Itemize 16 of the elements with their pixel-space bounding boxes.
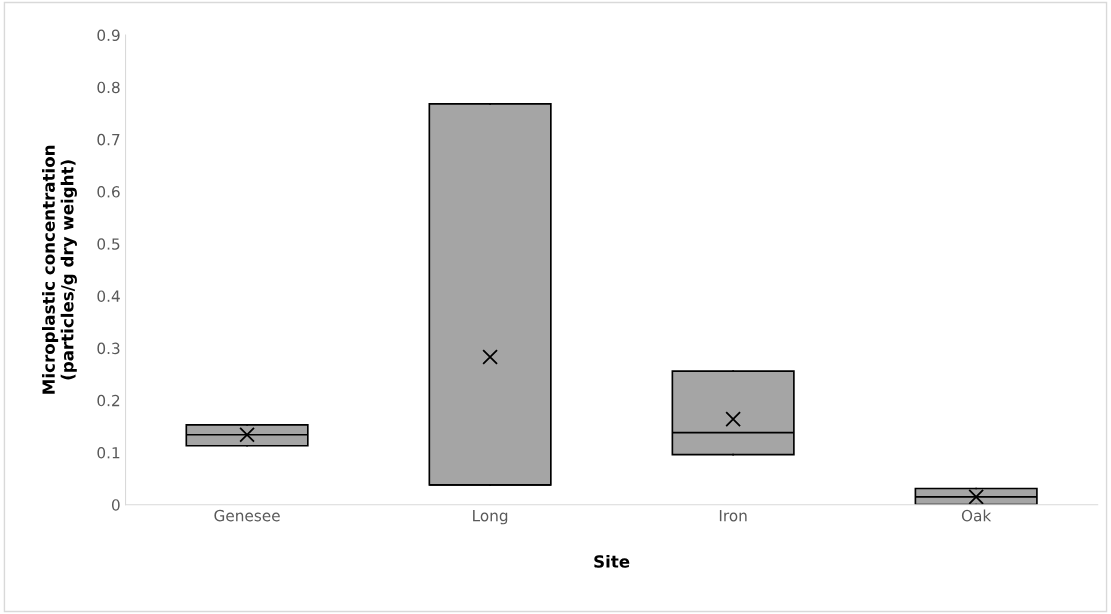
x-tick-label: Genesee: [214, 509, 280, 522]
y-tick-label: 0.1: [97, 446, 120, 459]
x-axis-title: Site: [594, 554, 630, 568]
x-tick-label: Oak: [961, 509, 992, 522]
y-tick-label: 0.5: [97, 238, 120, 250]
x-tick-label: Iron: [719, 510, 747, 522]
y-tick-label: 0.2: [97, 394, 120, 407]
y-tick-label: 0.4: [97, 290, 120, 302]
y-axis-title: Microplastic concentration (particles/g dry weight): [42, 145, 77, 394]
y-tick-label: 0.3: [97, 342, 120, 355]
x-tick-label: Long: [473, 510, 508, 525]
y-tick-label: 0: [111, 499, 120, 511]
y-tick-label: 0.7: [97, 133, 120, 146]
y-tick-label: 0.8: [97, 81, 120, 94]
y-tick-label: 0.6: [97, 186, 120, 198]
y-tick-label: 0.9: [97, 29, 120, 42]
